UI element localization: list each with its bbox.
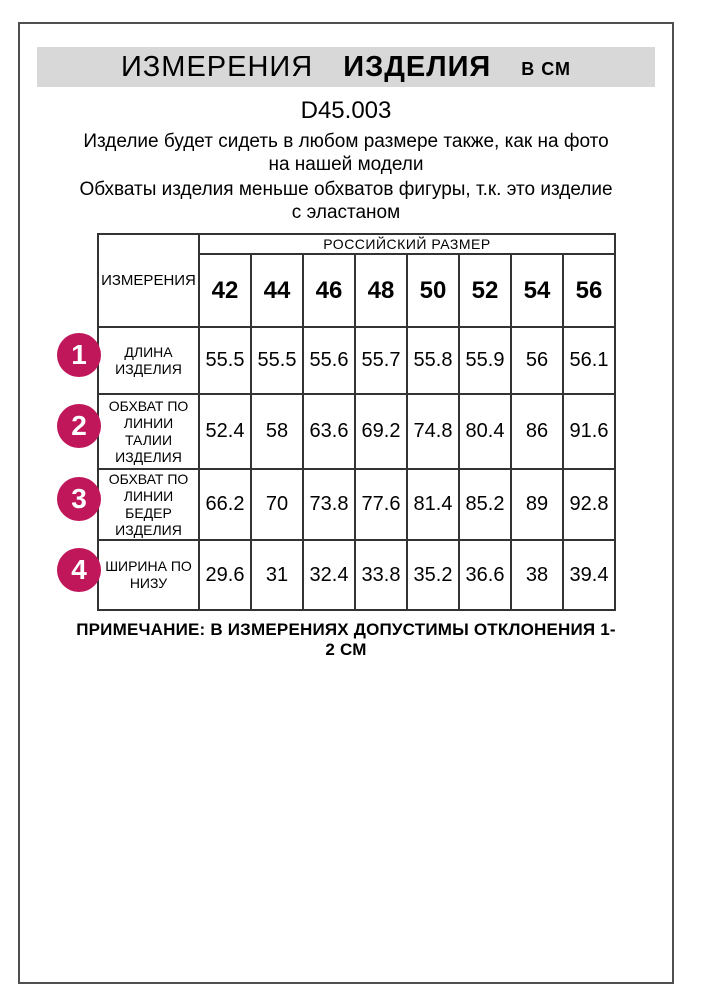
value-cell: 29.6 [198,539,252,611]
note-text: ПРИМЕЧАНИЕ: В ИЗМЕРЕНИЯХ ДОПУСТИМЫ ОТКЛО… [76,620,616,659]
size-header-48: 48 [354,253,408,328]
measure-row: ОБХВАТ ПО ЛИНИИ ТАЛИИ ИЗДЕЛИЯ 52.4 58 63.6 6… [97,393,616,470]
value-cell: 52.4 [198,393,252,470]
title-bar: ИЗМЕРЕНИЯ ИЗДЕЛИЯ В СМ [37,47,655,87]
row-number-badge: 2 [57,404,101,448]
size-header-52: 52 [458,253,512,328]
value-cell: 56.1 [562,326,616,395]
measure-row: ДЛИНА ИЗДЕЛИЯ 55.5 55.5 55.6 55.7 55.8 55.9 56 5… [97,326,616,395]
page-border [18,22,674,984]
value-cell: 31 [250,539,304,611]
size-header-54: 54 [510,253,564,328]
value-cell: 70 [250,468,304,541]
value-cell: 92.8 [562,468,616,541]
value-cell: 55.5 [250,326,304,395]
value-cell: 80.4 [458,393,512,470]
value-cell: 66.2 [198,468,252,541]
value-cell: 35.2 [406,539,460,611]
value-cell: 55.6 [302,326,356,395]
measure-label: ОБХВАТ ПО ЛИНИИ ТАЛИИ ИЗДЕЛИЯ [97,393,200,470]
size-header-42: 42 [198,253,252,328]
measurements-table: ИЗМЕРЕНИЯ РОССИЙСКИЙ РАЗМЕР 42 44 46 48 50 52… [97,233,616,611]
corner-header: ИЗМЕРЕНИЯ [97,233,200,328]
size-header-56: 56 [562,253,616,328]
value-cell: 85.2 [458,468,512,541]
measure-label: ШИРИНА ПО НИЗУ [97,539,200,611]
value-cell: 36.6 [458,539,512,611]
measure-label: ОБХВАТ ПО ЛИНИИ БЕДЕР ИЗДЕЛИЯ [97,468,200,541]
size-header-row: 42 44 46 48 50 52 54 56 [98,253,616,328]
value-cell: 77.6 [354,468,408,541]
value-cell: 63.6 [302,393,356,470]
intro-line-2: Обхваты изделия меньше обхватов фигуры, … [79,179,613,223]
title-measurements: ИЗМЕРЕНИЯ [120,50,314,83]
intro-line-1: Изделие будет сидеть в любом размере так… [83,131,609,175]
title-units: В СМ [521,58,572,79]
size-header-46: 46 [302,253,356,328]
value-cell: 55.5 [198,326,252,395]
value-cell: 69.2 [354,393,408,470]
measure-row: ОБХВАТ ПО ЛИНИИ БЕДЕР ИЗДЕЛИЯ 66.2 70 73.8 7… [97,468,616,541]
value-cell: 39.4 [562,539,616,611]
title-product: ИЗДЕЛИЯ [343,50,492,83]
product-code: D45.003 [300,97,392,124]
value-cell: 58 [250,393,304,470]
row-number-badge: 3 [57,477,101,521]
row-number-badge: 4 [57,548,101,592]
value-cell: 38 [510,539,564,611]
value-cell: 32.4 [302,539,356,611]
value-cell: 55.8 [406,326,460,395]
group-header: РОССИЙСКИЙ РАЗМЕР [198,233,616,255]
measure-row: ШИРИНА ПО НИЗУ 29.6 31 32.4 33.8 35.2 36.6 38 39… [97,539,616,611]
value-cell: 81.4 [406,468,460,541]
row-number-badge: 1 [57,333,101,377]
value-cell: 55.7 [354,326,408,395]
value-cell: 55.9 [458,326,512,395]
value-cell: 89 [510,468,564,541]
value-cell: 86 [510,393,564,470]
measure-label: ДЛИНА ИЗДЕЛИЯ [97,326,200,395]
group-header-row: ИЗМЕРЕНИЯ РОССИЙСКИЙ РАЗМЕР [97,233,616,328]
value-cell: 74.8 [406,393,460,470]
size-header-44: 44 [250,253,304,328]
value-cell: 56 [510,326,564,395]
value-cell: 91.6 [562,393,616,470]
value-cell: 73.8 [302,468,356,541]
size-header-50: 50 [406,253,460,328]
value-cell: 33.8 [354,539,408,611]
